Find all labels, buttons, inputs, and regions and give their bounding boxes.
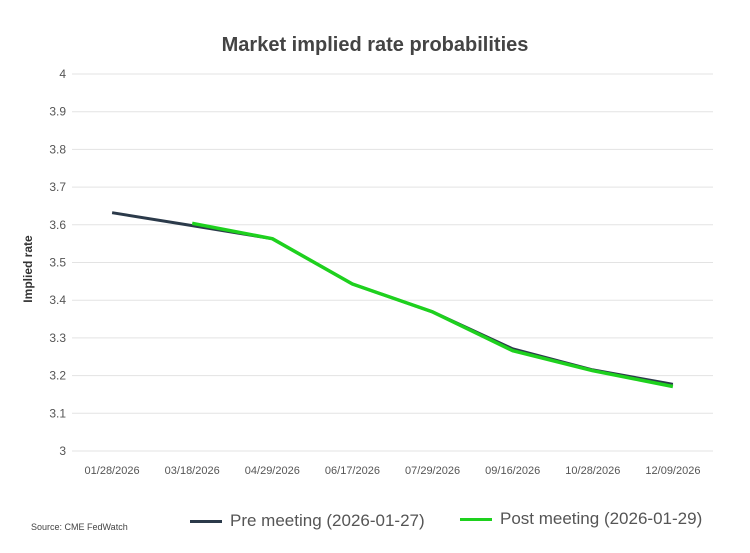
y-tick-label: 3.6 [49, 218, 66, 232]
legend-swatch-post [460, 517, 492, 521]
x-tick-label: 07/29/2026 [405, 465, 460, 477]
x-tick-label: 10/28/2026 [565, 465, 620, 477]
legend-swatch-pre [190, 519, 222, 523]
x-tick-label: 09/16/2026 [485, 465, 540, 477]
x-tick-label: 01/28/2026 [85, 465, 140, 477]
legend-item-post: Post meeting (2026-01-29) [460, 509, 702, 529]
legend-label-pre: Pre meeting (2026-01-27) [230, 511, 425, 530]
x-tick-label: 03/18/2026 [165, 465, 220, 477]
y-tick-label: 3.4 [49, 293, 66, 307]
x-tick-label: 12/09/2026 [645, 465, 700, 477]
series-line-post [191, 221, 674, 389]
y-tick-label: 4 [59, 67, 66, 81]
y-tick-label: 3.3 [49, 331, 66, 345]
legend-label-post: Post meeting (2026-01-29) [500, 509, 703, 528]
y-tick-label: 3.5 [49, 256, 66, 270]
chart-title: Market implied rate probabilities [221, 34, 529, 56]
y-tick-label: 3.2 [49, 369, 66, 383]
x-tick-label: 06/17/2026 [325, 465, 380, 477]
x-tick-label: 04/29/2026 [245, 465, 300, 477]
y-tick-label: 3.8 [49, 142, 66, 156]
y-tick-label: 3.1 [49, 406, 66, 420]
y-tick-label: 3 [59, 444, 66, 458]
y-tick-label: 3.9 [49, 105, 66, 119]
source-note: Source: CME FedWatch [31, 522, 128, 532]
legend-item-pre: Pre meeting (2026-01-27) [190, 511, 425, 531]
y-tick-label: 3.7 [49, 180, 66, 194]
